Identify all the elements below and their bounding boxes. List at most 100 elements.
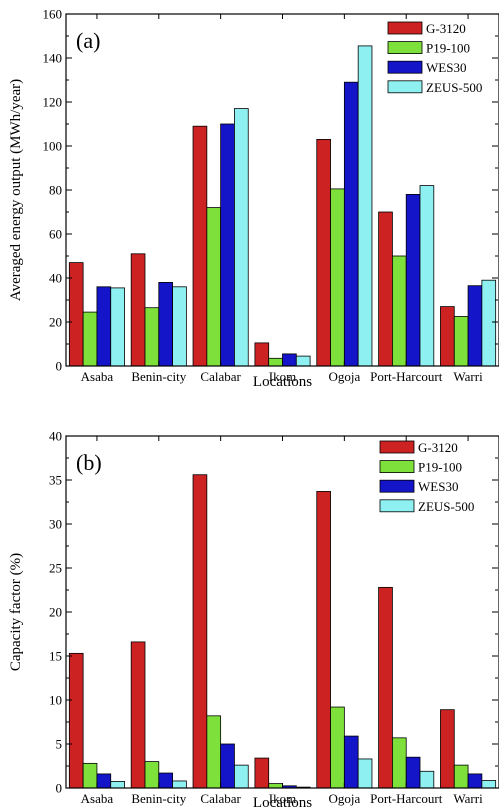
x-tick-label: Warri bbox=[453, 369, 483, 384]
panel-label: (a) bbox=[76, 28, 100, 53]
bar-G-3120-Ogoja bbox=[316, 138, 331, 367]
y-tick-label: 0 bbox=[56, 781, 63, 796]
chart-panel-1: 0 20 40 60 80 100 120 140 160 Asaba Benin-city Cala… bbox=[8, 7, 499, 390]
bar-ZEUS-500-Benin-city bbox=[172, 780, 187, 789]
bar-G-3120-Benin-city bbox=[130, 641, 146, 789]
legend-swatch-WES30 bbox=[387, 60, 423, 74]
bar-ZEUS-500-Ikom bbox=[295, 355, 311, 367]
x-tick-label: Benin-city bbox=[131, 369, 186, 384]
legend-label-P19-100: P19-100 bbox=[418, 460, 462, 475]
bar-ZEUS-500-Port-Harcourt bbox=[419, 185, 435, 367]
y-tick-label: 30 bbox=[49, 517, 62, 532]
bar-WES30-Port-Harcourt bbox=[405, 193, 421, 367]
bar-P19-100-Benin-city bbox=[144, 307, 160, 367]
x-tick-label: Ikom bbox=[269, 791, 296, 806]
legend-swatch-G-3120 bbox=[387, 21, 423, 35]
bar-ZEUS-500-Ogoja bbox=[357, 758, 373, 789]
legend-swatch-P19-100 bbox=[379, 460, 415, 474]
x-tick-label: Calabar bbox=[200, 369, 241, 384]
x-tick-label: Ogoja bbox=[328, 369, 360, 384]
bar-P19-100-Warri bbox=[453, 316, 469, 367]
legend-label-G-3120: G-3120 bbox=[418, 440, 458, 455]
bar-G-3120-Calabar bbox=[192, 125, 208, 367]
bar-ZEUS-500-Warri bbox=[481, 279, 497, 367]
y-tick-label: 60 bbox=[49, 227, 62, 242]
y-tick-label: 160 bbox=[43, 7, 63, 22]
bar-P19-100-Ogoja bbox=[330, 188, 345, 367]
bar-P19-100-Ikom bbox=[268, 357, 283, 367]
legend-swatch-ZEUS-500 bbox=[387, 80, 423, 94]
bar-ZEUS-500-Asaba bbox=[110, 781, 125, 789]
bar-G-3120-Ikom bbox=[254, 342, 270, 367]
bar-P19-100-Benin-city bbox=[144, 761, 160, 789]
bar-P19-100-Asaba bbox=[82, 762, 98, 789]
y-tick-label: 40 bbox=[49, 271, 62, 286]
x-tick-label: Calabar bbox=[200, 791, 241, 806]
y-tick-label: 80 bbox=[49, 183, 62, 198]
bar-WES30-Port-Harcourt bbox=[405, 756, 421, 789]
bar-ZEUS-500-Asaba bbox=[110, 287, 125, 367]
x-tick-label: Warri bbox=[453, 791, 483, 806]
bar-G-3120-Benin-city bbox=[130, 253, 146, 367]
bar-WES30-Ogoja bbox=[343, 81, 359, 367]
y-tick-label: 25 bbox=[49, 561, 62, 576]
bar-G-3120-Port-Harcourt bbox=[378, 586, 393, 789]
legend-swatch-G-3120 bbox=[379, 440, 415, 454]
bar-WES30-Calabar bbox=[220, 743, 235, 789]
legend-label-WES30: WES30 bbox=[418, 479, 458, 494]
bar-WES30-Warri bbox=[467, 285, 483, 367]
panel-label: (b) bbox=[76, 450, 102, 475]
bar-ZEUS-500-Benin-city bbox=[172, 286, 187, 367]
bar-P19-100-Asaba bbox=[82, 311, 98, 367]
y-axis-title: Averaged energy output (MWh/year) bbox=[8, 79, 24, 301]
y-tick-label: 20 bbox=[49, 315, 62, 330]
y-tick-label: 15 bbox=[49, 649, 62, 664]
bar-ZEUS-500-Ogoja bbox=[357, 45, 373, 367]
y-tick-label: 0 bbox=[56, 359, 63, 374]
bar-ZEUS-500-Warri bbox=[481, 780, 497, 789]
bar-P19-100-Port-Harcourt bbox=[392, 737, 407, 789]
chart-panel-2: 0 5 10 15 20 25 30 35 40 Asaba Benin-city Calabar Ik… bbox=[8, 429, 499, 809]
bar-G-3120-Warri bbox=[440, 709, 455, 789]
bar-ZEUS-500-Port-Harcourt bbox=[419, 770, 435, 789]
x-axis-title: Locations bbox=[253, 374, 312, 390]
bar-G-3120-Ikom bbox=[254, 757, 270, 789]
legend-swatch-P19-100 bbox=[387, 41, 423, 54]
legend-swatch-WES30 bbox=[379, 479, 415, 493]
bar-P19-100-Ikom bbox=[268, 783, 283, 789]
y-tick-label: 140 bbox=[43, 51, 63, 66]
legend-label-ZEUS-500: ZEUS-500 bbox=[426, 80, 482, 95]
bar-G-3120-Calabar bbox=[192, 474, 208, 789]
bar-WES30-Ogoja bbox=[343, 735, 359, 789]
bar-WES30-Warri bbox=[467, 773, 483, 789]
x-axis-title: Locations bbox=[253, 795, 312, 809]
y-tick-label: 5 bbox=[56, 737, 63, 752]
bar-G-3120-Warri bbox=[440, 306, 455, 367]
x-tick-label: Port-Harcourt bbox=[370, 369, 443, 384]
legend-label-P19-100: P19-100 bbox=[426, 41, 470, 56]
x-tick-label: Ogoja bbox=[328, 791, 360, 806]
legend-swatch-ZEUS-500 bbox=[379, 499, 415, 513]
bar-G-3120-Ogoja bbox=[316, 491, 331, 789]
y-tick-label: 100 bbox=[43, 139, 63, 154]
bar-WES30-Ikom bbox=[282, 353, 297, 367]
bar-WES30-Asaba bbox=[96, 773, 112, 789]
bar-P19-100-Calabar bbox=[206, 715, 222, 789]
bar-WES30-Benin-city bbox=[158, 281, 173, 367]
legend-label-ZEUS-500: ZEUS-500 bbox=[418, 499, 474, 514]
bar-P19-100-Calabar bbox=[206, 207, 222, 367]
bar-G-3120-Port-Harcourt bbox=[378, 211, 393, 367]
bar-WES30-Calabar bbox=[220, 123, 235, 367]
bar-P19-100-Port-Harcourt bbox=[392, 255, 407, 367]
y-tick-label: 20 bbox=[49, 605, 62, 620]
x-tick-label: Benin-city bbox=[131, 791, 186, 806]
y-axis-title: Capacity factor (%) bbox=[8, 553, 24, 671]
y-tick-label: 10 bbox=[49, 693, 62, 708]
y-tick-label: 40 bbox=[49, 429, 62, 444]
x-tick-label: Asaba bbox=[81, 369, 114, 384]
bar-WES30-Asaba bbox=[96, 286, 112, 367]
y-tick-label: 35 bbox=[49, 473, 62, 488]
x-tick-label: Ikom bbox=[269, 369, 296, 384]
legend-label-G-3120: G-3120 bbox=[426, 21, 466, 36]
